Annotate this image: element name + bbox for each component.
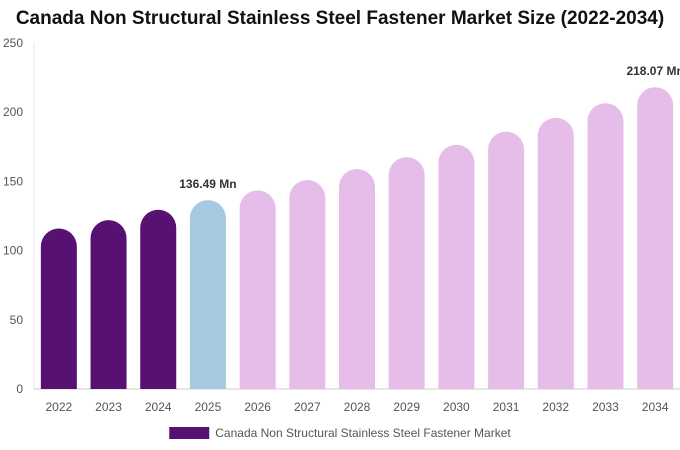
x-tick-label: 2030 <box>443 400 470 414</box>
chart-axes: 0 50 100 150 200 250 2022 2023 2024 2025 2026 2027 2… <box>3 36 680 414</box>
x-tick-label: 2029 <box>393 400 420 414</box>
x-tick-label: 2027 <box>294 400 321 414</box>
y-tick-label: 250 <box>3 36 23 50</box>
bar-2032 <box>537 117 574 389</box>
x-tick-label: 2024 <box>145 400 172 414</box>
legend-swatch <box>169 427 210 439</box>
bars-group <box>40 87 674 390</box>
y-tick-label: 0 <box>16 382 23 396</box>
x-tick-label: 2028 <box>344 400 371 414</box>
x-tick-label: 2034 <box>642 400 669 414</box>
bar-2029 <box>388 157 425 389</box>
x-tick-label: 2026 <box>244 400 271 414</box>
chart-title: Canada Non Structural Stainless Steel Fa… <box>15 8 665 29</box>
bar-2027 <box>289 180 326 389</box>
bar-2022 <box>40 228 77 389</box>
bar-2031 <box>488 131 525 389</box>
bar-2023 <box>90 220 127 389</box>
data-label-2034: 218.07 Mn <box>626 64 680 78</box>
x-tick-label: 2031 <box>493 400 520 414</box>
bar-2025 <box>189 200 226 389</box>
bar-2030 <box>438 144 475 389</box>
y-tick-label: 100 <box>3 244 23 258</box>
bar-2024 <box>140 209 177 389</box>
x-tick-label: 2025 <box>195 400 222 414</box>
x-tick-label: 2032 <box>542 400 569 414</box>
legend: Canada Non Structural Stainless Steel Fa… <box>169 426 511 440</box>
y-tick-label: 150 <box>3 174 23 188</box>
bar-2033 <box>587 103 624 389</box>
legend-label: Canada Non Structural Stainless Steel Fa… <box>215 426 511 440</box>
x-tick-label: 2033 <box>592 400 619 414</box>
x-tick-label: 2022 <box>45 400 72 414</box>
bar-2026 <box>239 190 276 389</box>
y-tick-label: 50 <box>10 313 24 327</box>
y-tick-label: 200 <box>3 105 23 119</box>
x-tick-label: 2023 <box>95 400 122 414</box>
data-label-2025: 136.49 Mn <box>179 177 236 191</box>
bar-2034 <box>637 87 674 390</box>
data-labels-group: 136.49 Mn 218.07 Mn <box>179 64 680 191</box>
bar-2028 <box>339 168 375 389</box>
